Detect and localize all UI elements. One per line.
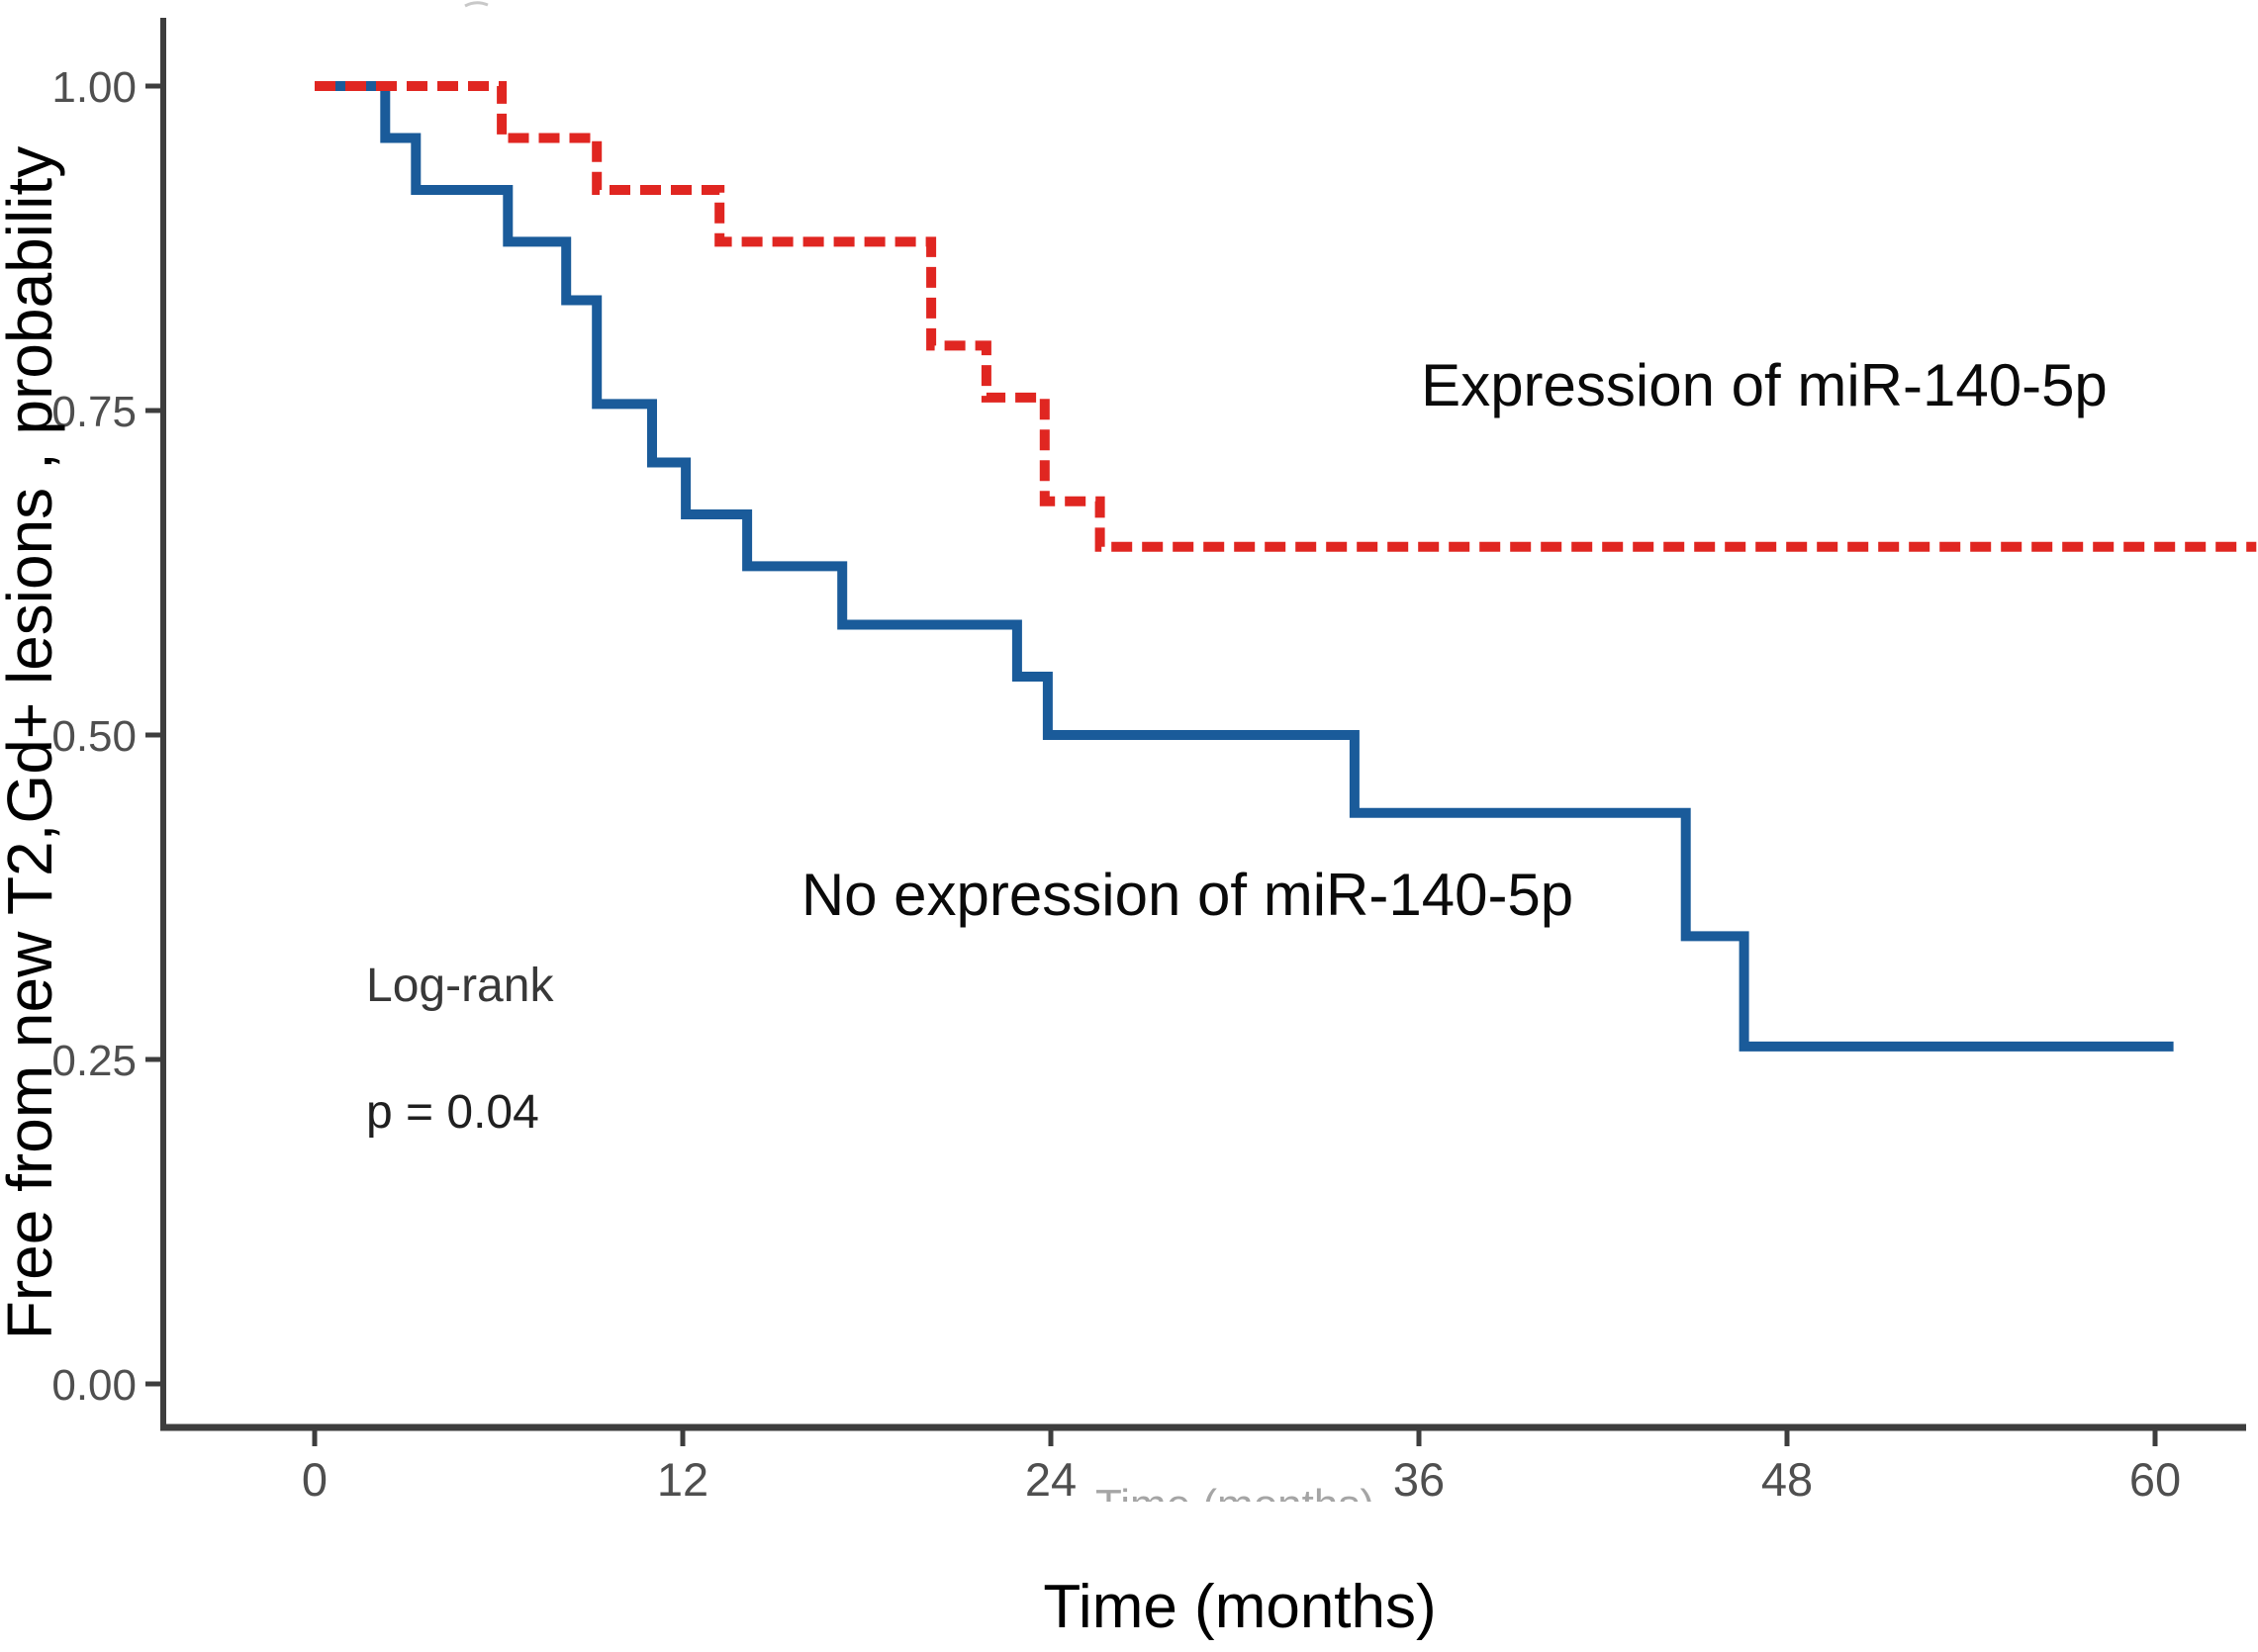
pvalue-label: p = 0.04: [366, 1086, 539, 1139]
x-tick-label: 12: [657, 1453, 708, 1506]
y-tick-label: 1.00: [51, 63, 137, 112]
x-tick-label: 36: [1393, 1453, 1445, 1506]
y-tick-label: 0.50: [51, 712, 137, 761]
y-axis-label: Free from new T2,Gd+ lesions , probabili…: [0, 146, 65, 1339]
no-expression-label: No expression of miR-140-5p: [801, 862, 1573, 928]
top-edge-artifact: [464, 1, 489, 8]
axes: 0.00 0.25 0.50 0.75 1.00 0 12 24 36 48 60: [51, 18, 2246, 1506]
y-tick-label: 0.00: [51, 1361, 137, 1410]
x-tick-label: 0: [302, 1453, 328, 1506]
y-tick-label: 0.25: [51, 1037, 137, 1085]
no-expression-curve: [315, 81, 2174, 1052]
logrank-label: Log-rank: [366, 960, 554, 1012]
x-tick-label: 24: [1025, 1453, 1077, 1506]
x-axis-label-faint: Time (months): [1095, 1481, 1374, 1529]
expression-curve: [315, 81, 2257, 552]
x-axis-label: Time (months): [1043, 1573, 1436, 1641]
y-ticks: 0.00 0.25 0.50 0.75 1.00: [51, 63, 163, 1410]
x-tick-label: 48: [1761, 1453, 1813, 1506]
x-ticks: 0 12 24 36 48 60: [302, 1427, 2181, 1506]
x-tick-label: 60: [2129, 1453, 2181, 1506]
expression-label: Expression of miR-140-5p: [1421, 352, 2108, 418]
y-tick-label: 0.75: [51, 388, 137, 436]
